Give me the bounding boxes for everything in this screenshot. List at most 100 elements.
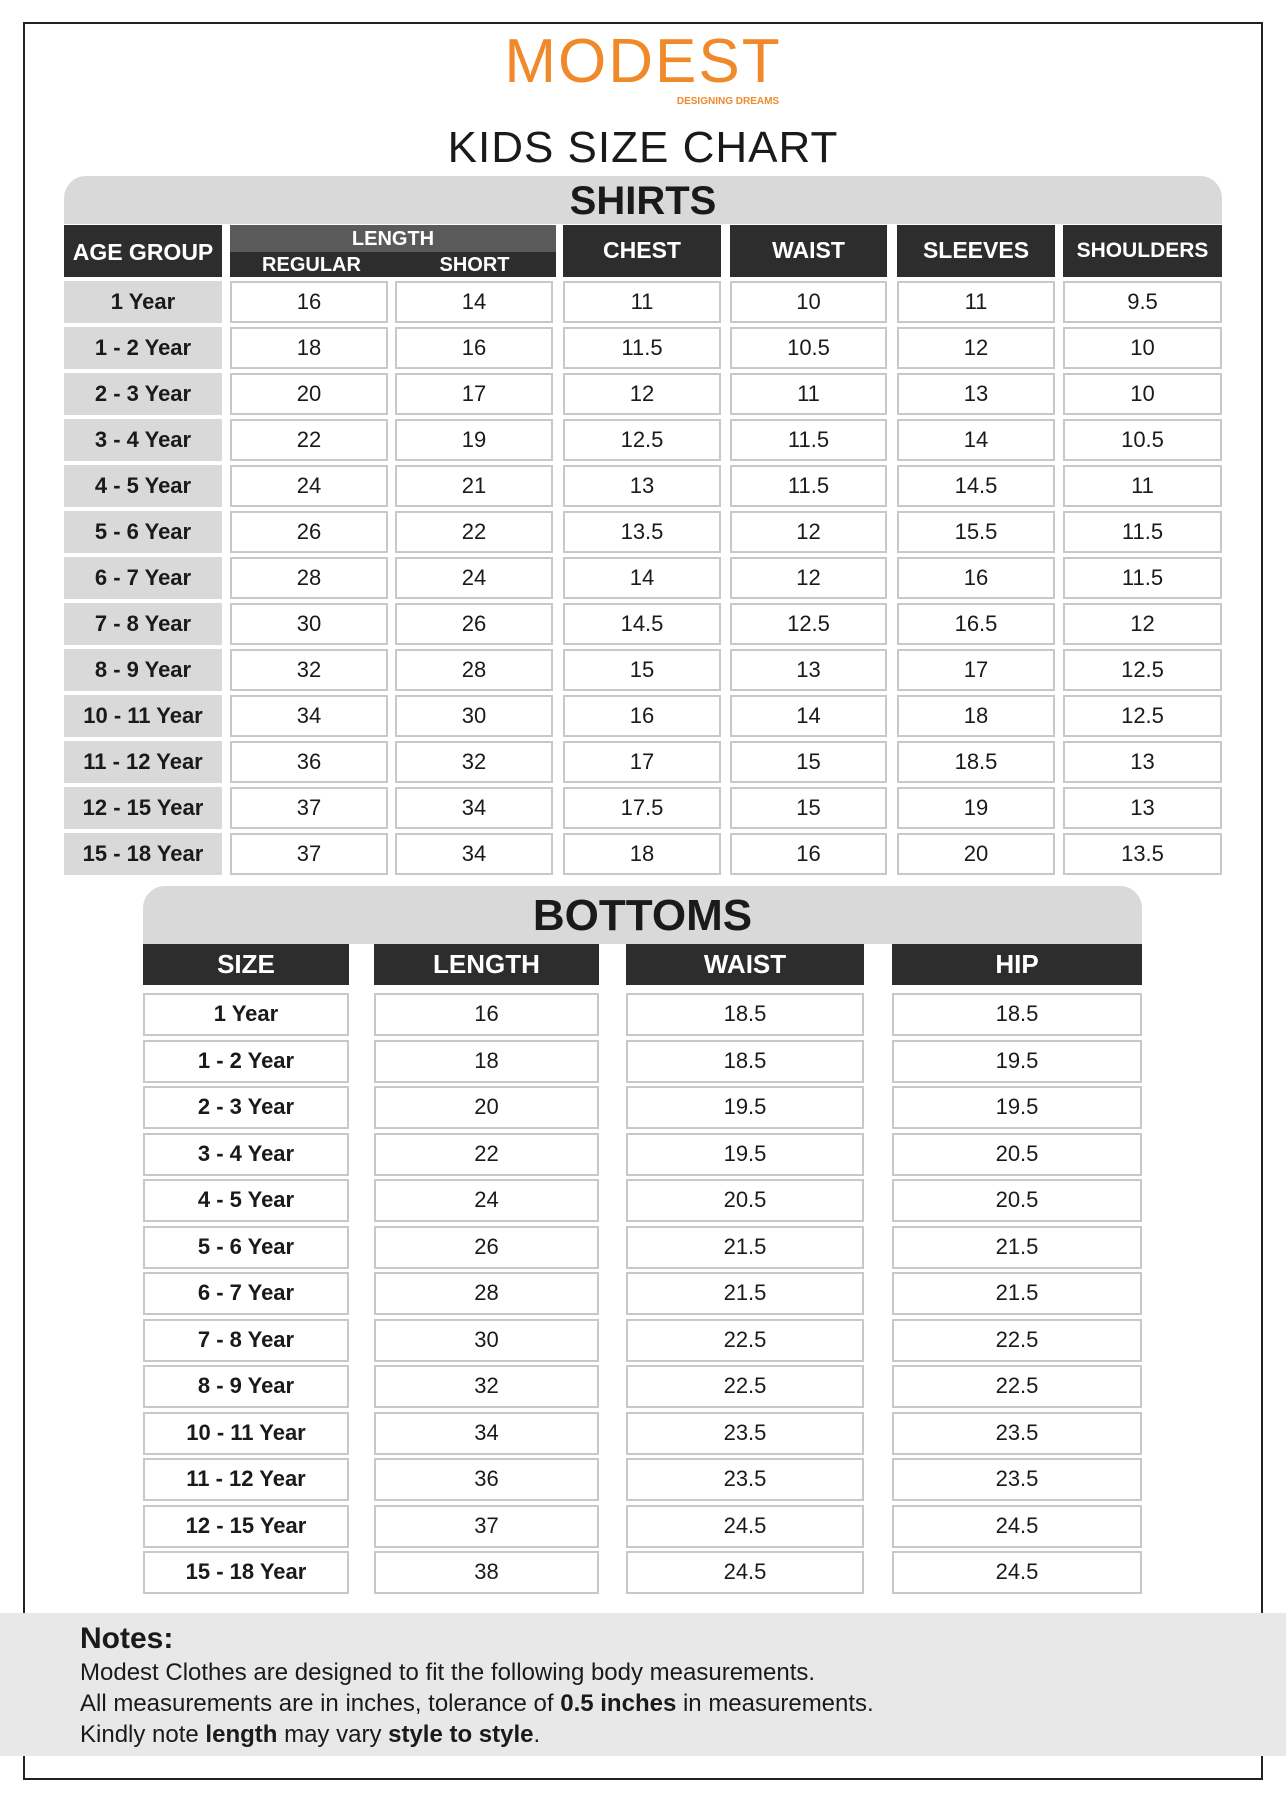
header-length: LENGTH [374,944,599,985]
table-cell: 24.5 [892,1551,1142,1594]
table-cell: 22.5 [892,1365,1142,1408]
age-group-cell: 11 - 12 Year [64,741,222,783]
age-group-cell: 2 - 3 Year [64,373,222,415]
header-length-short: SHORT [393,252,556,277]
table-cell: 17.5 [563,787,721,829]
table-cell: 16 [230,281,388,323]
table-cell: 19 [395,419,553,461]
header-size: SIZE [143,944,349,985]
table-cell: 16 [374,993,599,1036]
table-cell: 14 [730,695,887,737]
table-cell: 21.5 [626,1272,864,1315]
table-cell: 11 [730,373,887,415]
table-cell: 24 [374,1179,599,1222]
table-cell: 16 [897,557,1055,599]
table-cell: 12.5 [1063,695,1222,737]
table-cell: 30 [374,1318,599,1362]
table-cell: 36 [374,1458,599,1501]
table-cell: 34 [374,1411,599,1455]
header-age-group: AGE GROUP [64,225,222,277]
table-cell: 11.5 [1063,511,1222,553]
table-cell: 22.5 [626,1365,864,1408]
table-cell: 20 [230,373,388,415]
table-cell: 13.5 [563,511,721,553]
size-cell: 3 - 4 Year [143,1132,349,1176]
logo-tagline: DESIGNING DREAMS [676,96,780,107]
bottoms-section-title: BOTTOMS [143,886,1142,944]
table-cell: 30 [230,603,388,645]
size-cell: 2 - 3 Year [143,1086,349,1129]
table-cell: 12.5 [730,603,887,645]
table-cell: 23.5 [892,1458,1142,1501]
table-cell: 15 [563,649,721,691]
table-cell: 12 [730,557,887,599]
table-cell: 32 [374,1365,599,1408]
table-cell: 19.5 [626,1086,864,1129]
table-cell: 36 [230,741,388,783]
table-cell: 30 [395,695,553,737]
header-waist: WAIST [626,944,864,985]
table-cell: 28 [230,557,388,599]
age-group-cell: 12 - 15 Year [64,787,222,829]
table-cell: 18.5 [626,993,864,1036]
table-cell: 34 [395,833,553,875]
table-cell: 23.5 [626,1411,864,1455]
table-cell: 13 [897,373,1055,415]
table-cell: 19.5 [892,1039,1142,1083]
chart-frame [23,22,1263,1780]
table-cell: 14.5 [563,603,721,645]
table-cell: 10.5 [1063,419,1222,461]
table-cell: 26 [395,603,553,645]
table-cell: 34 [230,695,388,737]
table-cell: 23.5 [892,1411,1142,1455]
table-cell: 20 [897,833,1055,875]
size-cell: 1 - 2 Year [143,1039,349,1083]
table-cell: 11.5 [730,419,887,461]
table-cell: 15 [730,787,887,829]
size-cell: 5 - 6 Year [143,1225,349,1269]
table-cell: 13 [730,649,887,691]
table-cell: 11 [563,281,721,323]
table-cell: 14 [897,419,1055,461]
table-cell: 17 [395,373,553,415]
table-cell: 24.5 [892,1504,1142,1548]
table-cell: 18 [897,695,1055,737]
age-group-cell: 8 - 9 Year [64,649,222,691]
table-cell: 15.5 [897,511,1055,553]
table-cell: 32 [395,741,553,783]
table-cell: 15 [730,741,887,783]
table-cell: 21.5 [892,1272,1142,1315]
table-cell: 37 [374,1504,599,1548]
size-cell: 11 - 12 Year [143,1458,349,1501]
table-cell: 24.5 [626,1551,864,1594]
table-cell: 18 [230,327,388,369]
table-cell: 14.5 [897,465,1055,507]
table-cell: 11.5 [563,327,721,369]
header-sleeves: SLEEVES [897,225,1055,277]
table-cell: 14 [563,557,721,599]
age-group-cell: 1 - 2 Year [64,327,222,369]
table-cell: 13 [563,465,721,507]
header-shoulders: SHOULDERS [1063,225,1222,277]
age-group-cell: 15 - 18 Year [64,833,222,875]
size-cell: 6 - 7 Year [143,1272,349,1315]
table-cell: 11 [897,281,1055,323]
table-cell: 32 [230,649,388,691]
brand-logo: MODEST DESIGNING DREAMS [0,28,1286,108]
table-cell: 11 [1063,465,1222,507]
table-cell: 20.5 [892,1179,1142,1222]
table-cell: 13.5 [1063,833,1222,875]
table-cell: 20 [374,1086,599,1129]
page-title: KIDS SIZE CHART [447,123,839,172]
table-cell: 13 [1063,787,1222,829]
age-group-cell: 5 - 6 Year [64,511,222,553]
shirts-section-title: SHIRTS [64,176,1222,224]
table-cell: 14 [395,281,553,323]
table-cell: 17 [897,649,1055,691]
header-length: LENGTH [230,225,556,252]
table-cell: 28 [395,649,553,691]
table-cell: 20.5 [892,1132,1142,1176]
table-cell: 24 [230,465,388,507]
table-cell: 28 [374,1272,599,1315]
size-cell: 1 Year [143,993,349,1036]
